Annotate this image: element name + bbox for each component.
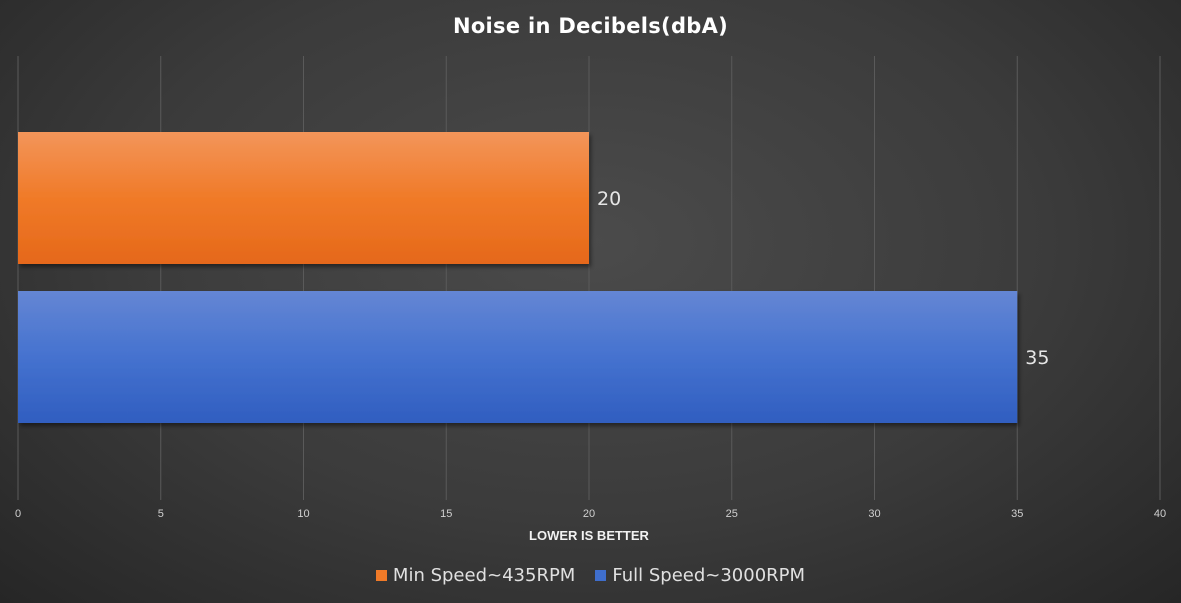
legend-label-min-speed: Min Speed~435RPM: [392, 565, 576, 586]
legend-label-full-speed: Full Speed~3000RPM: [612, 565, 806, 586]
legend-swatch-full-speed: [595, 570, 607, 581]
chart-title: Noise in Decibels(dbA): [452, 14, 729, 38]
data-label-min-speed: 20: [597, 188, 621, 210]
x-tick-label: 5: [158, 508, 164, 520]
x-tick-label: 0: [15, 508, 21, 520]
legend-swatch-min-speed: [375, 570, 387, 581]
x-tick-label: 35: [1011, 508, 1023, 520]
x-axis-ticks: 0 5 10 15 20 25 30 35 40: [15, 508, 1166, 520]
x-tick-label: 20: [583, 508, 595, 520]
x-tick-label: 25: [726, 508, 738, 520]
x-tick-label: 30: [868, 508, 880, 520]
gridlines: [17, 56, 1161, 500]
data-label-full-speed: 35: [1025, 347, 1049, 369]
bar-min-speed: [18, 132, 589, 264]
x-tick-label: 15: [440, 508, 452, 520]
legend-item-min-speed: Min Speed~435RPM: [375, 565, 576, 586]
x-axis-label: LOWER IS BETTER: [529, 528, 650, 543]
x-tick-label: 40: [1154, 508, 1166, 520]
bar-full-speed: [18, 291, 1018, 423]
legend-item-full-speed: Full Speed~3000RPM: [595, 565, 805, 586]
legend: Min Speed~435RPM Full Speed~3000RPM: [0, 565, 1181, 586]
x-tick-label: 10: [297, 508, 309, 520]
